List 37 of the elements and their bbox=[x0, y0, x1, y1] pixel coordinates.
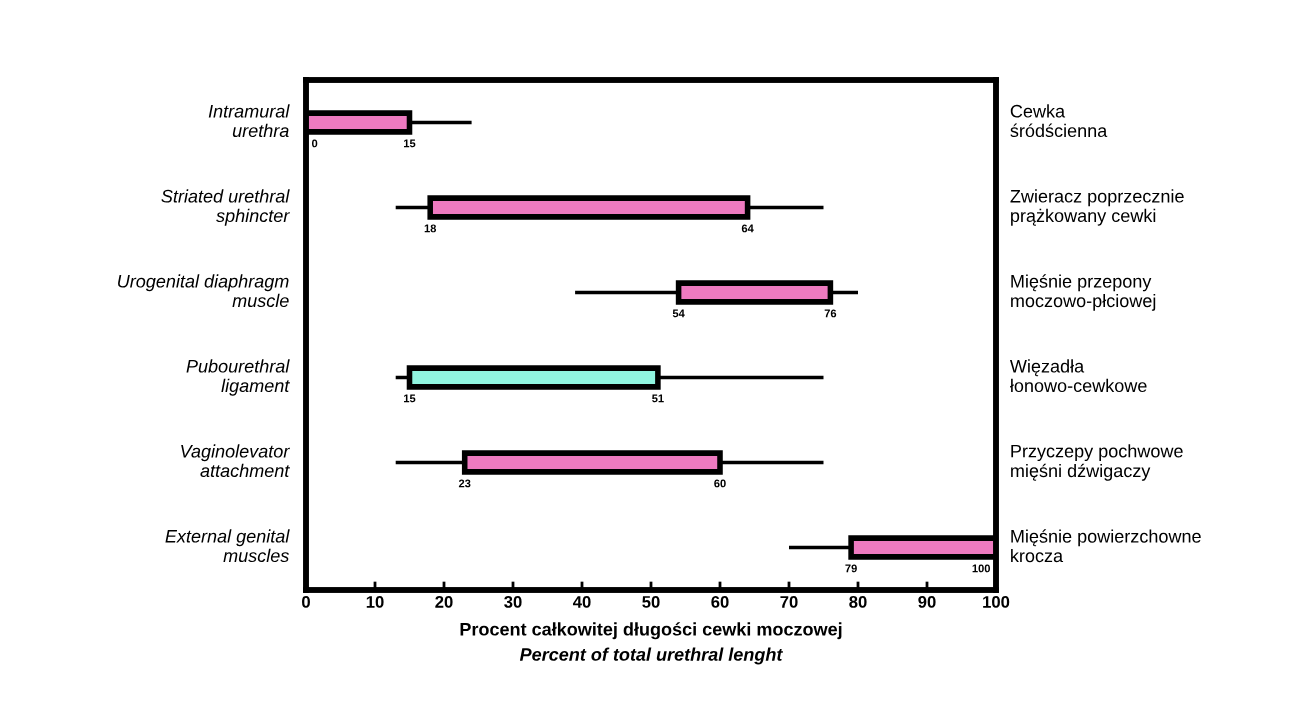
annotation: 51 bbox=[652, 394, 664, 403]
x-tick-label: 0 bbox=[302, 596, 310, 608]
annotation: 15 bbox=[404, 394, 416, 403]
y2-tick-label: Więzadła łonowo-cewkowe bbox=[1009, 359, 1147, 393]
annotation: 79 bbox=[845, 564, 857, 573]
x-axis-title: Procent całkowitej długości cewki moczowej bbox=[460, 622, 842, 640]
annotation: 0 bbox=[311, 139, 318, 148]
x-tick-label: 70 bbox=[780, 596, 798, 608]
x-tick-label: 50 bbox=[642, 596, 660, 608]
y-tick-label: Striated urethral sphincter bbox=[161, 189, 290, 226]
y2-tick-label: Mięśnie przepony moczowo-płciowej bbox=[1011, 274, 1156, 311]
x-tick-label: 80 bbox=[849, 596, 867, 608]
y2-tick-label: Cewka śródścienna bbox=[1010, 104, 1108, 138]
annotation: 76 bbox=[824, 309, 837, 318]
x-tick-label: 90 bbox=[918, 596, 936, 608]
y2-tick-label: Zwieracz poprzecznie prążkowany cewki bbox=[1010, 189, 1184, 226]
x-tick-label: 60 bbox=[711, 596, 729, 608]
x-tick-label: 40 bbox=[572, 596, 591, 608]
y-tick-label: External genital muscles bbox=[165, 529, 290, 563]
y-tick-label: Intramural urethra bbox=[208, 104, 290, 138]
x-tick-label: 30 bbox=[504, 596, 522, 608]
annotation: 64 bbox=[741, 224, 754, 233]
y2-tick-label: Przyczepy pochwowe mięśni dźwigaczy bbox=[1011, 444, 1183, 481]
annotation: 18 bbox=[424, 224, 437, 233]
text: Percent of total urethral lenght bbox=[519, 647, 784, 665]
y2-tick-label: Mięśnie powierzchowne krocza bbox=[1011, 529, 1201, 563]
y-tick-label: Urogenital diaphragm muscle bbox=[118, 274, 289, 308]
annotation: 54 bbox=[672, 309, 685, 318]
annotation: 60 bbox=[714, 479, 726, 488]
y-tick-label: Pubourethral ligament bbox=[186, 359, 290, 396]
annotation: 100 bbox=[972, 564, 990, 573]
y-tick-label: Vaginolevator attachment bbox=[181, 444, 290, 478]
annotation: 23 bbox=[458, 479, 471, 488]
x-tick-label: 10 bbox=[366, 596, 384, 608]
annotation: 15 bbox=[404, 139, 416, 148]
x-tick-label: 100 bbox=[983, 596, 1010, 608]
x-tick-label: 20 bbox=[435, 596, 453, 608]
